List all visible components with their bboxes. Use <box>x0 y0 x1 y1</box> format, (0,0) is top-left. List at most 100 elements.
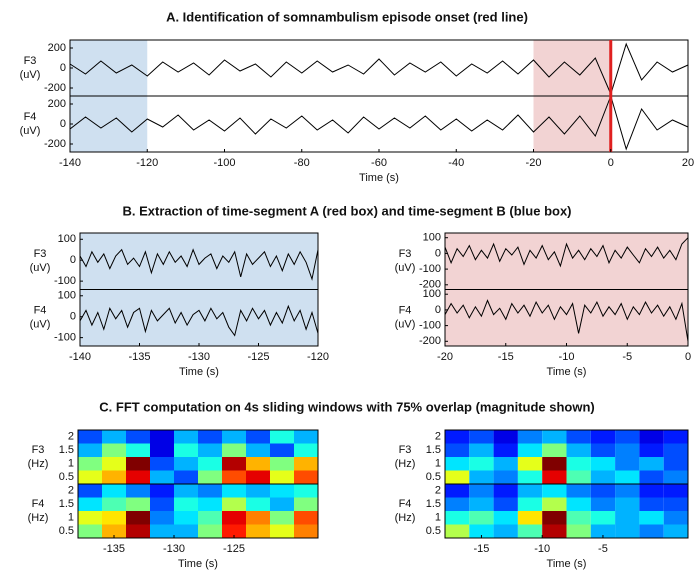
x-tick-label: -135 <box>103 543 125 555</box>
spectrum-cell <box>174 497 198 511</box>
spectrum-cell <box>222 497 246 511</box>
spectrum-cell <box>198 484 222 498</box>
x-tick-label: -10 <box>559 351 575 363</box>
x-tick-label: -130 <box>188 351 210 363</box>
x-tick-label: -5 <box>622 351 632 363</box>
y-tick-label: -200 <box>44 82 66 94</box>
y-tick-label: 1 <box>435 512 441 524</box>
spectrum-cell <box>246 457 270 471</box>
spectrum-cell <box>294 497 318 511</box>
spectrum-cell <box>150 524 174 538</box>
y-tick-label: 1.5 <box>59 498 74 510</box>
spectrum-cell <box>222 457 246 471</box>
spectrum-cell <box>590 443 616 457</box>
spectrum-cell <box>663 443 688 457</box>
spectrum-cell <box>590 497 616 511</box>
spectrum-cell <box>445 484 470 498</box>
spectrum-cell <box>126 524 150 538</box>
spectrum-cell <box>615 443 640 457</box>
y-tick-label: -100 <box>419 320 441 332</box>
spectrum-cell <box>150 484 174 498</box>
spectrum-cell <box>566 457 591 471</box>
spectrum-cell <box>615 470 640 484</box>
x-axis-label: Time (s) <box>547 558 587 570</box>
spectrum-cell <box>150 511 174 525</box>
y-tick-label: -200 <box>419 279 441 291</box>
spectrum-cell <box>445 443 470 457</box>
spectrum-cell <box>590 470 616 484</box>
spectrum-cell <box>639 497 664 511</box>
spectrum-cell <box>270 457 294 471</box>
spectrum-cell <box>198 470 222 484</box>
panel-title: C. FFT computation on 4s sliding windows… <box>99 399 594 414</box>
spectrum-cell <box>590 430 616 444</box>
spectrum-cell <box>102 443 126 457</box>
y-tick-label: 0.5 <box>59 471 74 483</box>
spectrum-cell <box>445 430 470 444</box>
y-tick-label: 0 <box>435 247 441 259</box>
channel-name: F3 <box>399 248 412 260</box>
spectrum-cell <box>270 430 294 444</box>
spectrum-cell <box>222 430 246 444</box>
channel-unit: (Hz) <box>395 458 416 470</box>
spectrum-cell <box>222 443 246 457</box>
x-tick-label: -120 <box>307 351 329 363</box>
x-tick-label: -125 <box>223 543 245 555</box>
channel-name: F4 <box>34 305 47 317</box>
spectrum-cell <box>445 457 470 471</box>
channel-name: F3 <box>34 248 47 260</box>
spectrum-cell <box>174 484 198 498</box>
spectrum-cell <box>590 511 616 525</box>
spectrum-cell <box>150 430 174 444</box>
spectrum-cell <box>78 470 102 484</box>
spectrum-cell <box>469 443 494 457</box>
spectrum-cell <box>126 484 150 498</box>
y-tick-label: 200 <box>48 42 66 54</box>
y-tick-label: 0 <box>70 311 76 323</box>
spectrum-cell <box>663 484 688 498</box>
channel-name: F3 <box>399 444 412 456</box>
y-tick-label: 100 <box>58 233 76 245</box>
spectrum-cell <box>246 497 270 511</box>
eeg-trace <box>444 237 689 268</box>
channel-unit: (Hz) <box>28 512 49 524</box>
y-tick-label: 100 <box>423 232 441 244</box>
spectrum-cell <box>542 497 567 511</box>
channel-unit: (uV) <box>30 262 51 274</box>
y-tick-label: 200 <box>48 98 66 110</box>
spectrum-cell <box>517 457 543 471</box>
spectrum-cell <box>126 470 150 484</box>
spectrum-cell <box>78 457 102 471</box>
spectrum-cell <box>126 430 150 444</box>
x-tick-label: -5 <box>598 543 608 555</box>
spectrum-cell <box>174 470 198 484</box>
spectrum-cell <box>542 443 567 457</box>
spectrum-cell <box>150 470 174 484</box>
x-tick-label: -15 <box>498 351 514 363</box>
spectrum-cell <box>174 524 198 538</box>
eeg-trace <box>69 94 689 151</box>
y-tick-label: 0 <box>60 62 66 74</box>
spectrum-cell <box>294 524 318 538</box>
channel-unit: (uV) <box>395 262 416 274</box>
spectrum-cell <box>590 524 616 538</box>
spectrum-cell <box>639 511 664 525</box>
eeg-trace <box>79 304 319 337</box>
spectrum-cell <box>639 484 664 498</box>
y-tick-label: 1 <box>435 458 441 470</box>
spectrum-cell <box>663 524 688 538</box>
spectrum-cell <box>566 497 591 511</box>
spectrum-cell <box>615 511 640 525</box>
spectrum-cell <box>542 457 567 471</box>
spectrum-cell <box>102 497 126 511</box>
spectrum-cell <box>663 511 688 525</box>
spectrum-cell <box>174 430 198 444</box>
y-tick-label: 1.5 <box>59 444 74 456</box>
y-tick-label: 2 <box>435 431 441 443</box>
y-tick-label: 100 <box>58 290 76 302</box>
spectrum-cell <box>542 484 567 498</box>
spectrum-cell <box>493 511 518 525</box>
spectrum-cell <box>493 497 518 511</box>
y-tick-label: 2 <box>435 485 441 497</box>
